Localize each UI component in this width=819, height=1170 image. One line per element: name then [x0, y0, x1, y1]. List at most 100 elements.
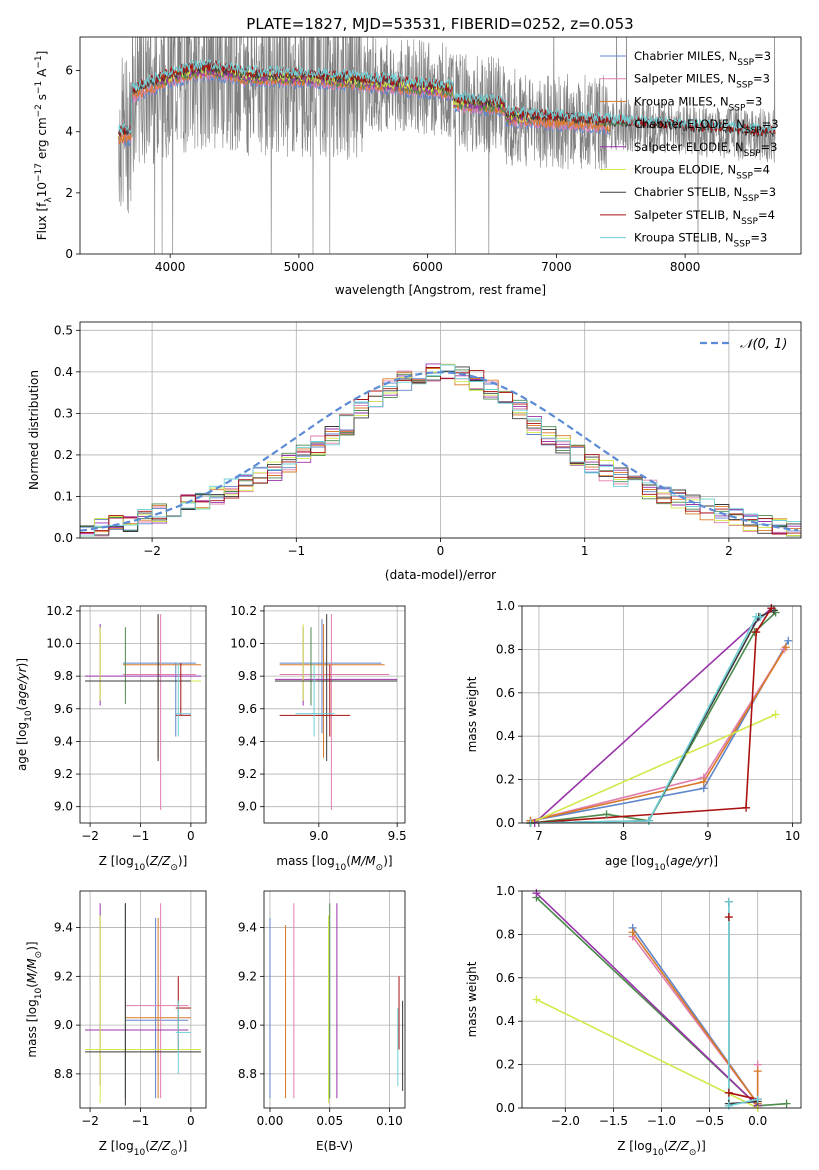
mw-z-ytick-label-5: 1.0	[496, 884, 515, 898]
age-mass-ytick-label-5: 10.0	[230, 637, 257, 651]
hist-ytick-label-2: 0.2	[54, 448, 73, 462]
mass-z-xlabel: Z [log10(Z/Z⊙)]	[99, 1139, 188, 1158]
legend-label-5: Salpeter ELODIE, NSSP=3	[634, 140, 777, 159]
age-mass-xtick-label-1: 9.5	[388, 829, 407, 843]
hist-axes: −2 −1 0 1 2 0.0 0.1 0.2 0.3 0.4 0.5 𝒩(0, 1) (data-mo…	[27, 321, 802, 582]
mass-ebv-axes: 0.00 0.05 0.10 8.8 9.0 9.2 9.4 E(B-V)	[238, 890, 406, 1153]
age-z-frame	[79, 605, 207, 824]
mw-age-xtick-label-0: 7	[535, 829, 543, 843]
mass-z-axes: −2 −1 0 8.8 9.0 9.2 9.4 Z [log10(Z/Z⊙)] mass [lo…	[25, 890, 207, 1158]
mw-age-marker-9-4	[756, 612, 765, 621]
mass-z-xtick-label-1: −1	[132, 1114, 150, 1128]
mw-z-marker-5-1	[532, 889, 541, 898]
spectrum-ytick-label-2: 4	[65, 125, 73, 139]
mass-z-ytick-label-3: 9.4	[54, 921, 73, 935]
mass-ebv-xtick-label-2: 0.10	[376, 1114, 403, 1128]
age-z-ytick-label-1: 9.2	[54, 767, 73, 781]
age-mass-ytick-label-0: 9.0	[238, 800, 257, 814]
hist-ytick-label-0: 0.0	[54, 531, 73, 545]
age-mass-ytick-label-3: 9.6	[238, 702, 257, 716]
legend-label-4: Chabrier ELODIE, NSSP=3	[634, 117, 779, 136]
mw-age-marker-3-2	[699, 777, 708, 786]
mass-ebv-ytick-label-1: 9.0	[238, 1018, 257, 1032]
hist-ytick-label-1: 0.1	[54, 489, 73, 503]
age-mass-plot	[274, 614, 398, 810]
hist-legend: 𝒩(0, 1)	[700, 337, 787, 352]
mw-age-plot	[530, 607, 789, 823]
age-z-axes: −2 −1 0 9.0 9.2 9.4 9.6 9.8 10.0 10.2 Z [log10(Z/Z…	[15, 604, 207, 873]
mw-z-marker-9-2	[724, 1101, 733, 1110]
age-mass-ytick-label-6: 10.2	[230, 604, 257, 618]
mw-z-line-9	[727, 901, 758, 1107]
mw-age-ylabel: mass weight	[465, 676, 479, 752]
age-z-ytick-label-0: 9.0	[54, 800, 73, 814]
mw-age-ytick-label-3: 0.6	[496, 686, 515, 700]
mw-age-marker-4-2	[602, 810, 611, 819]
mw-age-frame	[521, 605, 802, 824]
mass-z-ytick-label-0: 8.8	[54, 1067, 73, 1081]
mw-z-line-7	[727, 901, 758, 1105]
spectrum-xtick-label-0: 4000	[155, 260, 186, 274]
mass-ebv-xlabel: E(B-V)	[316, 1139, 353, 1153]
mw-z-ytick-label-0: 0.0	[496, 1101, 515, 1115]
mw-age-marker-6-2	[771, 710, 780, 719]
hist-plot	[80, 363, 801, 537]
legend-label-6: Kroupa ELODIE, NSSP=4	[634, 163, 770, 182]
age-mass-ytick-label-2: 9.4	[238, 734, 257, 748]
mass-z-ytick-label-1: 9.0	[54, 1018, 73, 1032]
mw-age-axes: 7 8 9 10 0.0 0.2 0.4 0.6 0.8 1.0 mass weight age [l…	[465, 599, 802, 873]
mass-z-frame	[79, 890, 207, 1109]
age-z-ylabel: age [log10(age/yr)]	[15, 658, 34, 771]
hist-series-9	[80, 364, 801, 537]
age-z-ytick-label-3: 9.6	[54, 702, 73, 716]
mw-z-marker-3-1	[628, 928, 637, 937]
legend-label-9: Kroupa STELIB, NSSP=3	[634, 231, 767, 250]
age-mass-frame	[263, 605, 406, 824]
mw-z-ytick-label-1: 0.2	[496, 1058, 515, 1072]
hist-xtick-label-3: 1	[581, 544, 589, 558]
mw-age-xtick-label-2: 9	[704, 829, 712, 843]
hist-xtick-label-2: 0	[437, 544, 445, 558]
mw-z-marker-9-3	[753, 1095, 762, 1104]
mw-z-marker-6-1	[532, 995, 541, 1004]
mw-age-xlabel: age [log10(age/yr)]	[605, 854, 718, 873]
mw-age-marker-3-3	[781, 643, 790, 652]
mw-age-line-6	[530, 713, 776, 823]
mass-z-plot	[85, 903, 201, 1106]
spectrum-ytick-label-0: 0	[65, 247, 73, 261]
mw-z-xtick-label-3: −0.5	[695, 1114, 724, 1128]
hist-legend-label: 𝒩(0, 1)	[740, 337, 787, 352]
mw-age-marker-9-2	[644, 816, 653, 825]
mw-z-ytick-label-3: 0.6	[496, 971, 515, 985]
mw-age-marker-8-4	[767, 604, 776, 613]
mw-z-marker-8-1	[724, 913, 733, 922]
mw-z-xtick-label-4: 0.0	[748, 1114, 767, 1128]
mass-z-ylabel: mass [log10(M/M⊙)]	[25, 941, 44, 1057]
mw-z-ytick-label-4: 0.8	[496, 927, 515, 941]
spectrum-legend: Chabrier MILES, NSSP=3 Salpeter MILES, NS…	[600, 49, 779, 250]
age-z-xtick-label-1: −1	[132, 829, 150, 843]
mw-age-marker-8-3	[752, 628, 761, 637]
mw-age-ytick-label-1: 0.2	[496, 773, 515, 787]
hist-ylabel: Normed distribution	[27, 370, 41, 490]
hist-ytick-label-4: 0.4	[54, 365, 73, 379]
mw-z-marker-4-3	[782, 1099, 791, 1108]
model-spectrum-9	[118, 59, 776, 135]
mw-age-line-5	[534, 607, 772, 823]
mw-z-frame	[521, 890, 802, 1109]
spectrum-xtick-label-4: 8000	[670, 260, 701, 274]
hist-xlabel: (data-model)/error	[385, 568, 496, 582]
mass-ebv-frame	[263, 890, 406, 1109]
mw-z-ytick-label-2: 0.4	[496, 1014, 515, 1028]
model-spectrum-3	[118, 68, 611, 145]
spectrum-ylabel: Flux [fλ10−17 erg cm−2 s−1 A−1]	[34, 51, 54, 241]
age-z-ytick-label-4: 9.8	[54, 669, 73, 683]
legend-label-2: Salpeter MILES, NSSP=3	[634, 72, 770, 91]
observed-spectrum	[118, 37, 776, 254]
mw-z-xtick-label-0: −2.0	[551, 1114, 580, 1128]
age-mass-xtick-label-0: 9.0	[309, 829, 328, 843]
mw-age-ytick-label-4: 0.8	[496, 642, 515, 656]
spectrum-xtick-label-2: 6000	[412, 260, 443, 274]
normal-curve	[80, 371, 799, 532]
